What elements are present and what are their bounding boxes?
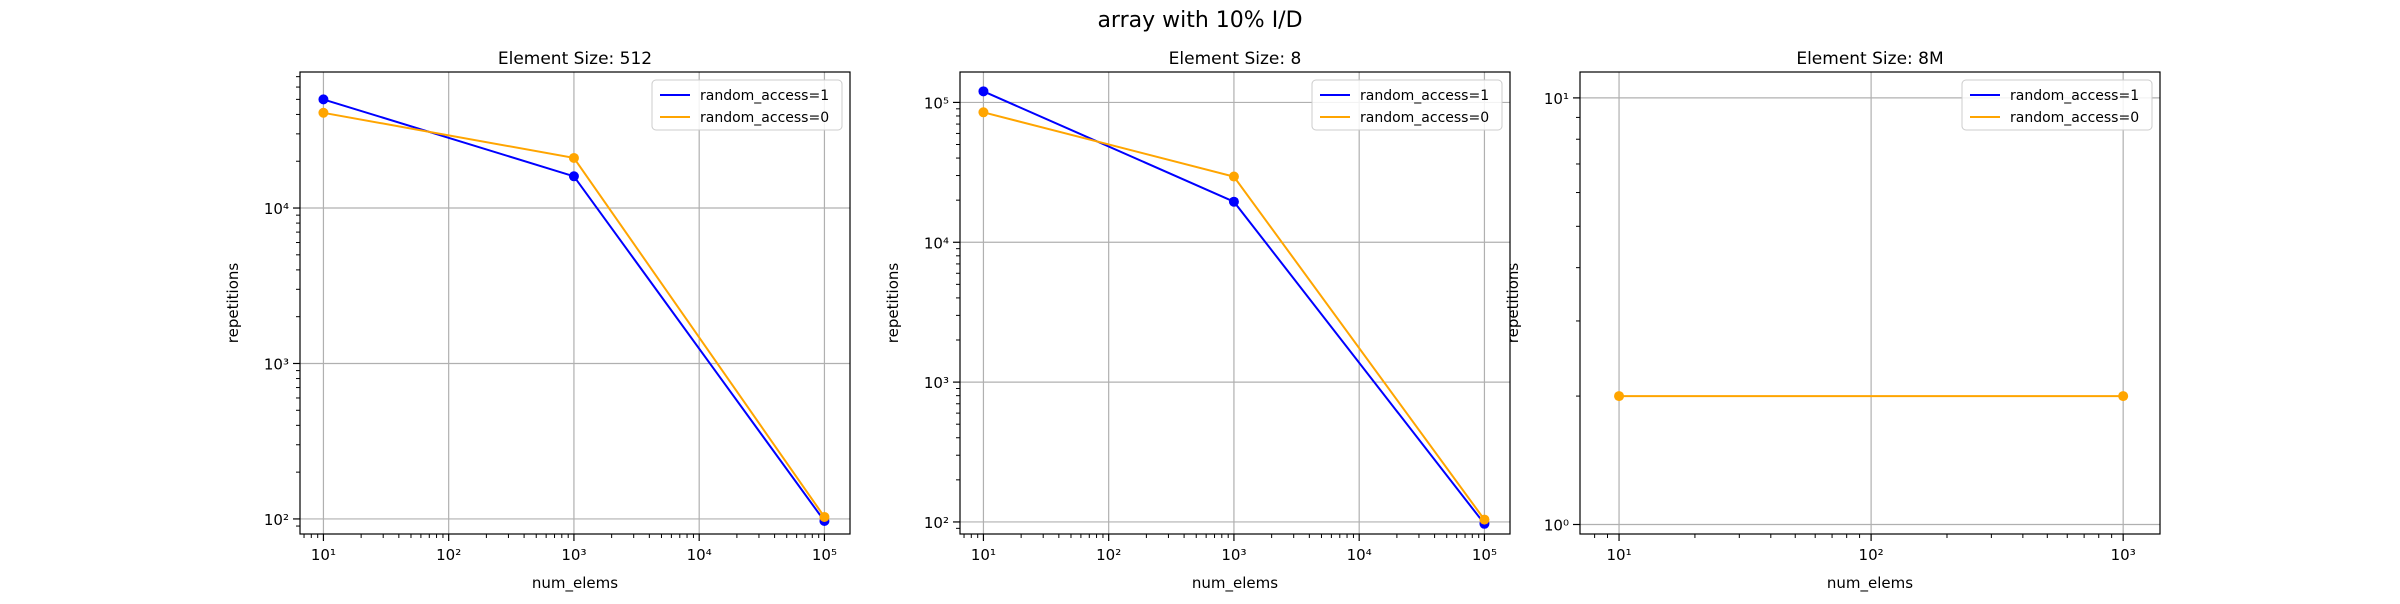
y-tick-label: 10⁴ (924, 234, 949, 252)
y-tick-label: 10³ (924, 374, 949, 392)
y-axis-label: repetitions (224, 263, 242, 344)
axes-frame (299, 71, 851, 535)
data-point (978, 107, 989, 118)
y-axis-label: repetitions (884, 263, 902, 344)
data-point (1479, 514, 1490, 525)
legend-label: random_access=1 (700, 88, 829, 104)
axes-frame (959, 71, 1511, 535)
x-tick-label: 10⁴ (687, 546, 712, 564)
chart-title: Element Size: 8M (1796, 49, 1943, 69)
legend-label: random_access=0 (1360, 110, 1489, 126)
legend: random_access=1 random_access=0 (1311, 79, 1503, 131)
chart-title: Element Size: 8 (1169, 49, 1302, 69)
data-point (318, 107, 329, 118)
x-tick-label: 10² (1096, 546, 1121, 564)
x-tick-label: 10¹ (1606, 546, 1631, 564)
y-tick-label: 10⁰ (1544, 516, 1569, 534)
x-tick-label: 10⁵ (812, 546, 837, 564)
data-point (2118, 391, 2129, 402)
y-tick-label: 10³ (264, 355, 289, 373)
legend-box (651, 79, 843, 131)
x-tick-label: 10⁴ (1347, 546, 1372, 564)
legend-box (1311, 79, 1503, 131)
y-axis-label: repetitions (1504, 263, 1522, 344)
legend-label: random_access=0 (700, 110, 829, 126)
data-point (568, 171, 579, 182)
y-tick-label: 10² (264, 511, 289, 529)
legend: random_access=1 random_access=0 (651, 79, 843, 131)
legend-box (1961, 79, 2153, 131)
x-tick-label: 10¹ (971, 546, 996, 564)
y-tick-label: 10⁵ (924, 94, 949, 112)
data-point (819, 511, 830, 522)
x-tick-label: 10³ (1221, 546, 1246, 564)
data-point (1228, 171, 1239, 182)
y-tick-label: 10¹ (1544, 90, 1569, 108)
data-point (568, 152, 579, 163)
x-axis-label: num_elems (1827, 574, 1913, 593)
x-tick-label: 10¹ (311, 546, 336, 564)
x-axis-label: num_elems (532, 574, 618, 593)
axes-frame (1579, 71, 2161, 535)
data-point (1614, 391, 1625, 402)
x-tick-label: 10³ (2111, 546, 2136, 564)
legend-label: random_access=1 (2010, 88, 2139, 104)
data-point (1228, 196, 1239, 207)
data-point (978, 86, 989, 97)
x-tick-label: 10⁵ (1472, 546, 1497, 564)
x-tick-label: 10² (1859, 546, 1884, 564)
x-tick-label: 10³ (561, 546, 586, 564)
chart-1: Element Size: 512 10¹ 10² 10³ 10⁴ 10⁵ 10² 10³ 10… (224, 49, 851, 593)
x-axis-label: num_elems (1192, 574, 1278, 593)
figure-title: array with 10% I/D (1097, 8, 1303, 33)
chart-title: Element Size: 512 (498, 49, 652, 69)
chart-2: Element Size: 8 10¹ 10² 10³ 10⁴ 10⁵ 10² 10³ 10⁴ 1… (884, 49, 1511, 593)
legend: random_access=1 random_access=0 (1961, 79, 2153, 131)
legend-label: random_access=1 (1360, 88, 1489, 104)
y-tick-label: 10² (924, 514, 949, 532)
chart-3: Element Size: 8M 10¹ 10² 10³ 10⁰ 10¹ num_elems… (1504, 49, 2161, 593)
y-tick-label: 10⁴ (264, 200, 289, 218)
x-tick-label: 10² (436, 546, 461, 564)
legend-label: random_access=0 (2010, 110, 2139, 126)
data-point (318, 94, 329, 105)
